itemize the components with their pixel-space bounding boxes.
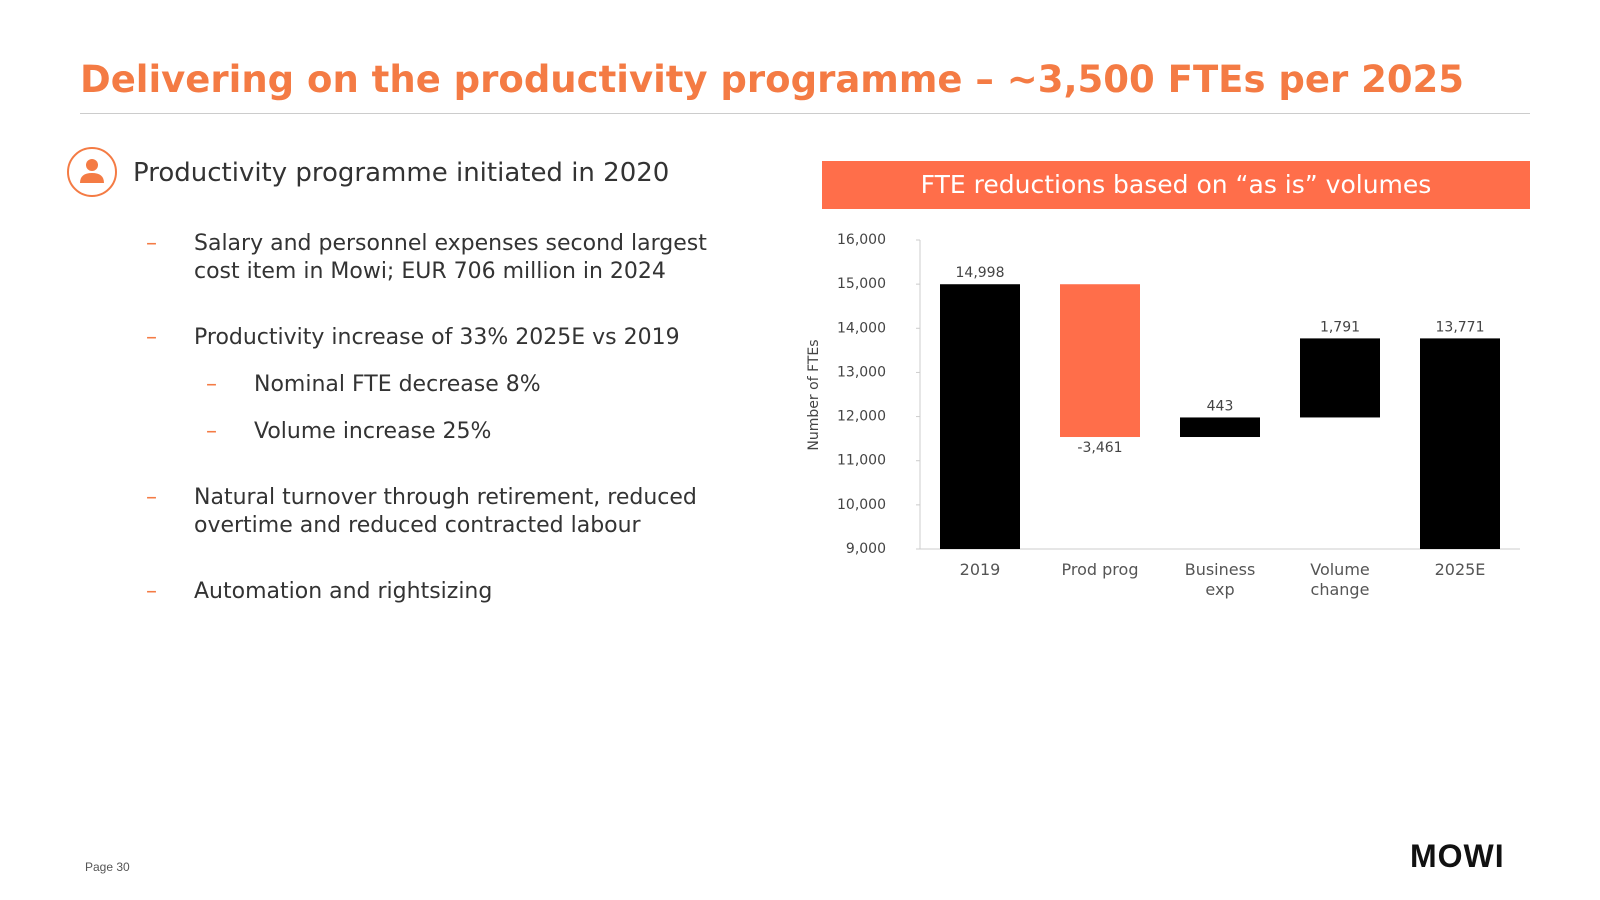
bullet-group: Productivity increase of 33% 2025E vs 20…: [146, 324, 726, 446]
bar: [1300, 338, 1380, 418]
y-tick-label: 16,000: [837, 232, 886, 248]
title-rule: [80, 113, 1530, 114]
page-number: Page 30: [85, 860, 130, 874]
y-axis-label: Number of FTEs: [806, 339, 822, 450]
bullet: Natural turnover through retirement, red…: [146, 484, 726, 540]
bar: [1180, 417, 1260, 438]
value-label: -3,461: [1077, 440, 1122, 456]
x-tick-label: 2019: [959, 560, 1001, 579]
x-tick-label: Prod prog: [1061, 560, 1139, 579]
bar: [1060, 284, 1140, 438]
logo: MOWI: [1410, 838, 1505, 874]
y-tick-label: 14,000: [837, 320, 886, 336]
y-tick-label: 11,000: [837, 453, 886, 469]
panel-header: FTE reductions based on “as is” volumes: [822, 161, 1530, 209]
y-tick-label: 12,000: [837, 409, 886, 425]
bar: [1420, 338, 1500, 549]
y-tick-label: 9,000: [846, 541, 886, 557]
y-tick-label: 10,000: [837, 497, 886, 513]
value-label: 1,791: [1320, 319, 1360, 335]
slide-title: Delivering on the productivity programme…: [80, 58, 1465, 101]
chart: Number of FTEs 9,000 10,000 11,000 12,000 13…: [806, 232, 1520, 557]
x-tick-label: Volume change: [1310, 560, 1370, 599]
sub-bullet: Nominal FTE decrease 8%: [206, 371, 726, 399]
value-label: 443: [1207, 398, 1234, 414]
sub-bullet: Volume increase 25%: [206, 418, 726, 446]
bullet-list: Salary and personnel expenses second lar…: [146, 230, 726, 644]
bar: [940, 284, 1020, 549]
y-tick-label: 13,000: [837, 364, 886, 380]
bullet: Automation and rightsizing: [146, 578, 726, 606]
bullet: Productivity increase of 33% 2025E vs 20…: [194, 325, 680, 350]
section-heading: Productivity programme initiated in 2020: [133, 158, 670, 188]
x-tick-label: 2025E: [1434, 560, 1486, 579]
icon: [67, 147, 117, 197]
value-label: 13,771: [1436, 319, 1485, 335]
bullet: Salary and personnel expenses second lar…: [146, 230, 726, 286]
x-tick-label: Business exp: [1184, 560, 1256, 599]
y-tick-label: 15,000: [837, 276, 886, 292]
value-label: 14,998: [956, 265, 1005, 281]
